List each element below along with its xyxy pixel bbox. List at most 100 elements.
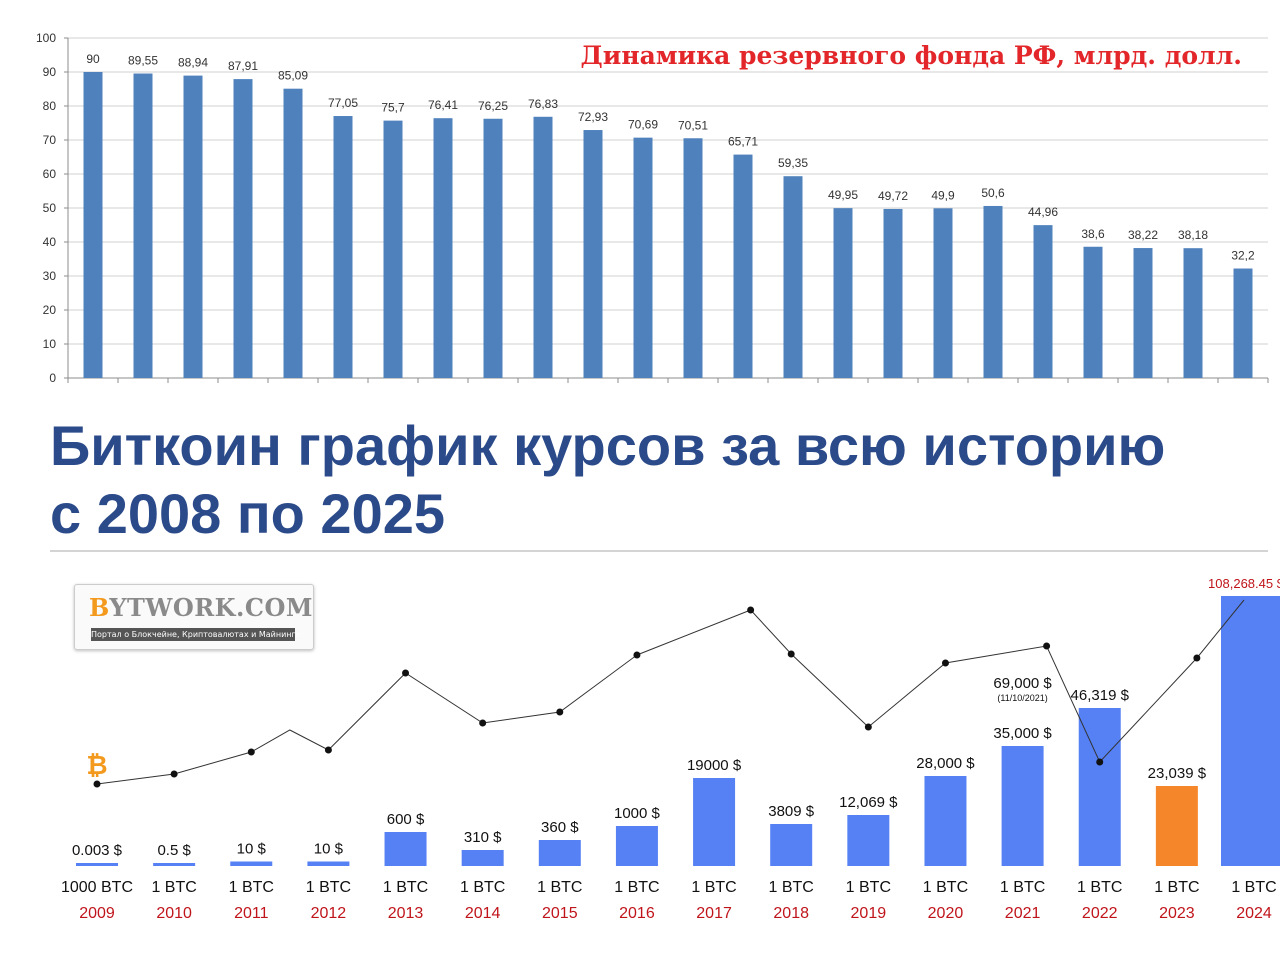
reserve-bar (583, 130, 603, 378)
reserve-data-label: 38,22 (1128, 228, 1158, 242)
btc-year-label: 2010 (156, 905, 192, 922)
reserve-data-label: 89,55 (128, 54, 158, 68)
btc-trend-point (633, 651, 641, 659)
reserve-bar (633, 137, 653, 378)
btc-price-label: 600 $ (387, 811, 425, 828)
btc-year-label: 2018 (773, 905, 809, 922)
btc-bar (693, 778, 736, 866)
btc-bar (615, 826, 658, 866)
btc-unit-label: 1 BTC (614, 879, 659, 896)
y-tick-label: 80 (43, 99, 57, 113)
btc-trend-point (556, 708, 564, 716)
y-tick-label: 40 (43, 235, 57, 249)
btc-unit-label: 1 BTC (306, 879, 351, 896)
reserve-data-label: 76,25 (478, 99, 508, 113)
reserve-data-label: 49,9 (931, 188, 955, 202)
reserve-data-label: 75,7 (381, 101, 405, 115)
reserve-bar (383, 120, 403, 379)
reserve-bar (883, 208, 903, 378)
btc-bar (538, 840, 581, 866)
reserve-data-label: 65,71 (728, 135, 758, 149)
y-tick-label: 50 (43, 201, 57, 215)
btc-unit-label: 1 BTC (1231, 879, 1276, 896)
btc-price-label: 19000 $ (687, 757, 742, 774)
title-divider (50, 550, 1268, 552)
reserve-data-label: 70,51 (678, 118, 708, 132)
btc-price-label: 10 $ (237, 841, 267, 858)
reserve-data-label: 50,6 (981, 186, 1005, 200)
y-tick-label: 100 (36, 31, 56, 45)
btc-price-label: 360 $ (541, 819, 579, 836)
reserve-bar (1083, 246, 1103, 378)
reserve-data-label: 59,35 (778, 156, 808, 170)
btc-year-label: 2021 (1005, 905, 1041, 922)
btc-bar (1078, 708, 1121, 866)
bitcoin-price-chart: 0.003 $ 0.5 $ 10 $ 10 $ 600 $ 310 $ 360 $ 1000 … (61, 576, 1280, 922)
btc-bar (230, 861, 273, 866)
btc-year-label: 2011 (234, 905, 269, 922)
btc-unit-label: 1 BTC (691, 879, 736, 896)
btc-price-label: 23,039 $ (1148, 765, 1207, 782)
page-title: Биткоин график курсов за всю историю с 2… (50, 412, 1270, 548)
bitcoin-icon: ₿ (86, 751, 107, 781)
btc-bar (76, 863, 118, 866)
reserve-data-label: 76,41 (428, 98, 458, 112)
reserve-bar (683, 138, 703, 378)
btc-unit-label: 1 BTC (1000, 879, 1045, 896)
reserve-bar (283, 88, 303, 378)
y-tick-label: 90 (43, 65, 57, 79)
btc-trend-point (941, 659, 949, 667)
reserve-data-label: 49,95 (828, 188, 858, 202)
reserve-bar (333, 116, 353, 378)
reserve-bar (483, 118, 503, 378)
reserve-chart-title: Динамика резервного фонда РФ, млрд. долл… (581, 41, 1242, 70)
btc-price-label: 3809 $ (768, 803, 815, 820)
btc-price-label: 0.003 $ (72, 842, 123, 859)
btc-peak-annotation: 69,000 $ (993, 675, 1052, 692)
btc-trend-point (864, 723, 872, 731)
btc-year-label: 2022 (1082, 905, 1118, 922)
page-title-line-2: с 2008 по 2025 (50, 482, 446, 545)
btc-year-label: 2024 (1236, 905, 1272, 922)
reserve-data-label: 72,93 (578, 110, 608, 124)
btc-unit-label: 1 BTC (1077, 879, 1122, 896)
btc-peak-date: (11/10/2021) (997, 693, 1047, 703)
reserve-bar (1183, 248, 1203, 378)
btc-year-labels: 2009 2010 2011 2012 2013 2014 2015 2016 2017 2018… (79, 905, 1272, 922)
reserve-bar (1133, 248, 1153, 378)
reserve-bar (1033, 225, 1053, 378)
btc-year-label: 2020 (928, 905, 964, 922)
btc-bar (770, 824, 813, 866)
btc-trend-point (1096, 758, 1104, 766)
btc-unit-label: 1 BTC (769, 879, 814, 896)
reserve-data-label: 90 (86, 52, 100, 66)
btc-trend-point (93, 780, 101, 788)
reserve-data-label: 87,91 (228, 59, 258, 73)
btc-trend-point (247, 748, 255, 756)
page-title-line-1: Биткоин график курсов за всю историю (50, 414, 1166, 477)
reserve-bar (533, 116, 553, 378)
btc-unit-label: 1 BTC (846, 879, 891, 896)
btc-trend-point (402, 669, 410, 677)
btc-unit-label: 1 BTC (460, 879, 505, 896)
reserve-bar (183, 75, 203, 378)
btc-price-label: 28,000 $ (916, 755, 975, 772)
btc-unit-labels: 1000 BTC 1 BTC 1 BTC 1 BTC 1 BTC 1 BTC 1 BTC 1 … (61, 879, 1277, 896)
logo-brand-text: YTWORK.COM (109, 593, 313, 622)
btc-price-label: 12,069 $ (839, 794, 898, 811)
bitcoin-symbol-icon: ₿ (86, 751, 107, 781)
btc-trend-point (324, 746, 332, 754)
btc-year-label: 2015 (542, 905, 578, 922)
btc-price-label: 10 $ (314, 841, 344, 858)
btc-trend-point (787, 650, 795, 658)
btc-price-label: 310 $ (464, 829, 502, 846)
btc-year-label: 2009 (79, 905, 115, 922)
y-tick-label: 20 (43, 303, 57, 317)
bytwork-logo[interactable]: BYTWORK.COM Портал о Блокчейне, Криптова… (74, 584, 314, 650)
btc-bar (847, 815, 890, 866)
btc-price-label: 46,319 $ (1071, 687, 1130, 704)
btc-bar (153, 863, 196, 866)
reserve-data-label: 76,83 (528, 97, 558, 111)
reserve-chart-gridlines (68, 37, 1268, 379)
y-tick-label: 30 (43, 269, 57, 283)
